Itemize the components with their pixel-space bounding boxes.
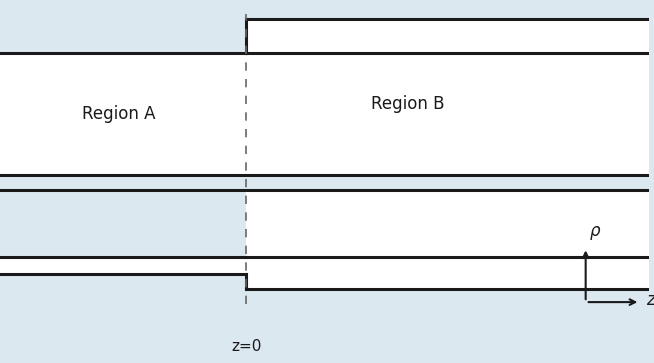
Bar — [246, 175, 649, 190]
Text: z: z — [646, 291, 654, 309]
Bar — [0, 53, 246, 175]
Text: Region B: Region B — [371, 95, 444, 113]
Text: z=0: z=0 — [231, 339, 262, 354]
Bar — [246, 19, 649, 289]
Bar — [0, 257, 246, 274]
Text: ρ: ρ — [590, 221, 600, 240]
Text: Region A: Region A — [82, 105, 156, 123]
